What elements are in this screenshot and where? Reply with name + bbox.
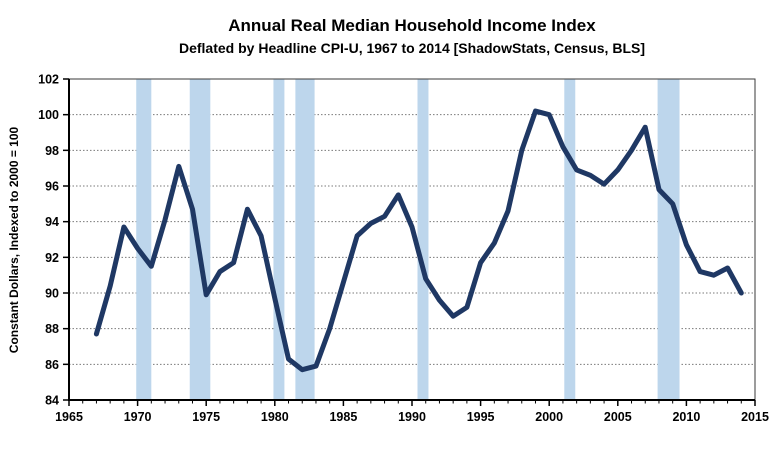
recession-bands — [136, 79, 680, 400]
income-index-line — [93, 108, 744, 373]
x-tick-label: 1980 — [261, 410, 289, 424]
y-tick-label: 98 — [45, 144, 59, 158]
x-tick-label: 2000 — [535, 410, 563, 424]
chart-subtitle: Deflated by Headline CPI-U, 1967 to 2014… — [179, 40, 645, 56]
y-tick-label: 100 — [38, 108, 59, 122]
income-line-series — [93, 108, 744, 373]
y-tick-label: 90 — [45, 287, 59, 301]
y-tick-label: 94 — [45, 215, 59, 229]
recession-band — [564, 79, 576, 400]
recession-band — [417, 79, 429, 400]
x-tick-label: 1990 — [398, 410, 426, 424]
recession-band — [273, 79, 285, 400]
gridlines — [69, 114, 755, 365]
x-tick-label: 2015 — [741, 410, 769, 424]
y-tick-label: 86 — [45, 358, 59, 372]
x-tick-label: 1965 — [55, 410, 83, 424]
y-axis-title: Constant Dollars, Indexed to 2000 = 100 — [7, 126, 21, 353]
x-tick-label: 2005 — [604, 410, 632, 424]
y-tick-label: 92 — [45, 251, 59, 265]
x-tick-label: 1975 — [192, 410, 220, 424]
x-tick-label: 1970 — [124, 410, 152, 424]
y-tick-label: 88 — [45, 322, 59, 336]
y-tick-label: 102 — [38, 73, 59, 87]
recession-band — [295, 79, 315, 400]
tick-labels: 84 86 88 90 92 94 96 98 100 102 1965 1970 1975 1980 19… — [38, 73, 769, 425]
tick-marks — [63, 78, 756, 406]
recession-band — [136, 79, 152, 400]
y-tick-label: 84 — [45, 394, 59, 408]
axes — [68, 78, 756, 401]
x-tick-label: 1995 — [467, 410, 495, 424]
x-tick-label: 1985 — [329, 410, 357, 424]
recession-band — [657, 79, 680, 400]
y-tick-label: 96 — [45, 180, 59, 194]
chart-title: Annual Real Median Household Income Inde… — [228, 16, 596, 35]
x-tick-label: 2010 — [672, 410, 700, 424]
recession-band — [189, 79, 211, 400]
